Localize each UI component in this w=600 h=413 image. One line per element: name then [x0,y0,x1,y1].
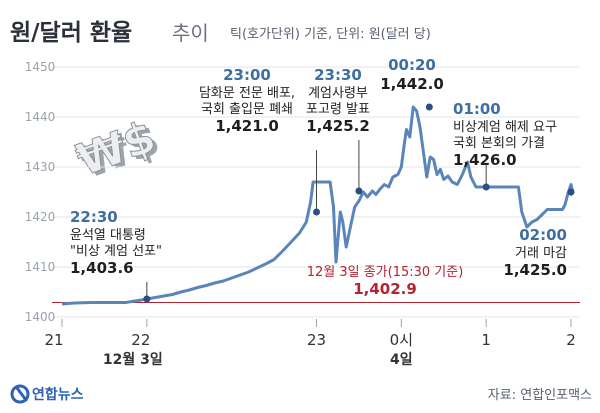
chart-title: 원/달러 환율 [10,20,132,46]
annotation-labels: 22:30 윤석열 대통령"비상 계엄 선포"1,403.6 23:00 담화문 전문… [70,56,567,279]
x-date-label-1: 4일 [390,352,413,368]
annotation-markers [143,103,575,303]
annotation-time-0100: 01:00 [453,100,501,118]
annotation-text-0100-0: 비상계엄 해제 요구 [453,120,557,135]
yonhap-news-logo: 연합뉴스 [10,384,84,404]
annotation-time-0020: 00:20 [388,56,436,74]
annotation-leaders [146,140,572,299]
annotation-text-2300-0: 담화문 전문 배포, [199,86,295,101]
annotation-text-2330-1: 포고령 발표 [306,102,370,117]
annotation-text-2230-0: 윤석열 대통령 [70,228,146,243]
x-tick-label-3: 0시 [390,331,413,349]
x-tick-label-1: 22 [131,331,150,349]
won-dollar-symbol-graphic: ₩$ ₩$ [70,111,167,189]
x-tick-label-5: 2 [566,331,576,349]
x-axis-ticks: 21 22 23 0시 1 2 12월 3일 4일 [44,319,576,368]
annotation-value-2230: 1,403.6 [70,259,134,277]
y-tick-label-1430: 1430 [25,160,56,174]
x-tick-label-0: 21 [44,331,63,349]
annotation-marker-0020 [425,103,433,111]
y-tick-label-1420: 1420 [25,210,56,224]
reference-line-label: 12월 3일 종가(15:30 기준) [307,265,464,280]
source-label: 자료: 연합인포맥스 [488,388,592,403]
reference-line-group: 12월 3일 종가(15:30 기준)1,402.9 [52,265,580,303]
annotation-time-2300: 23:00 [223,66,271,84]
chart-subtitle: 추이 [172,21,209,45]
x-tick-label-4: 1 [481,331,491,349]
chart-unit-note: 틱(호가단위) 기준, 단위: 원(달러 당) [230,27,431,42]
annotation-time-0200: 02:00 [519,226,567,244]
y-tick-label-1400: 1400 [25,310,56,324]
annotation-marker-2230 [143,295,151,303]
annotation-value-0020: 1,442.0 [380,75,444,93]
annotation-value-2300: 1,421.0 [215,117,279,135]
annotation-value-0100: 1,426.0 [453,151,517,169]
annotation-text-2230-1: "비상 계엄 선포" [70,244,162,259]
annotation-value-0200: 1,425.0 [503,261,567,279]
y-tick-label-1410: 1410 [25,260,56,274]
annotation-time-2230: 22:30 [70,208,118,226]
annotation-marker-0200 [567,188,575,196]
annotation-text-0100-1: 국회 본회의 가결 [453,136,545,151]
annotation-text-2300-1: 국회 출입문 폐쇄 [201,102,293,117]
y-tick-label-1440: 1440 [25,110,56,124]
reference-line-value: 1,402.9 [353,280,417,298]
annotation-marker-2330 [355,187,363,195]
rate-series [61,105,575,306]
svg-text:₩$: ₩$ [70,111,162,186]
x-tick-label-2: 23 [307,331,326,349]
logo-text: 연합뉴스 [32,386,84,403]
annotation-text-2330-0: 계엄사령부 [308,86,368,101]
y-axis-ticks: 1400 1410 1420 1430 1440 1450 [25,60,56,324]
x-date-label-0: 12월 3일 [103,351,163,368]
annotation-text-0200-0: 거래 마감 [515,246,567,261]
series-line-0 [61,105,575,306]
annotation-time-2330: 23:30 [314,66,362,84]
annotation-marker-2300 [313,208,320,216]
y-tick-label-1450: 1450 [25,60,56,74]
annotation-marker-0100 [482,183,490,191]
annotation-value-2330: 1,425.2 [306,117,370,135]
